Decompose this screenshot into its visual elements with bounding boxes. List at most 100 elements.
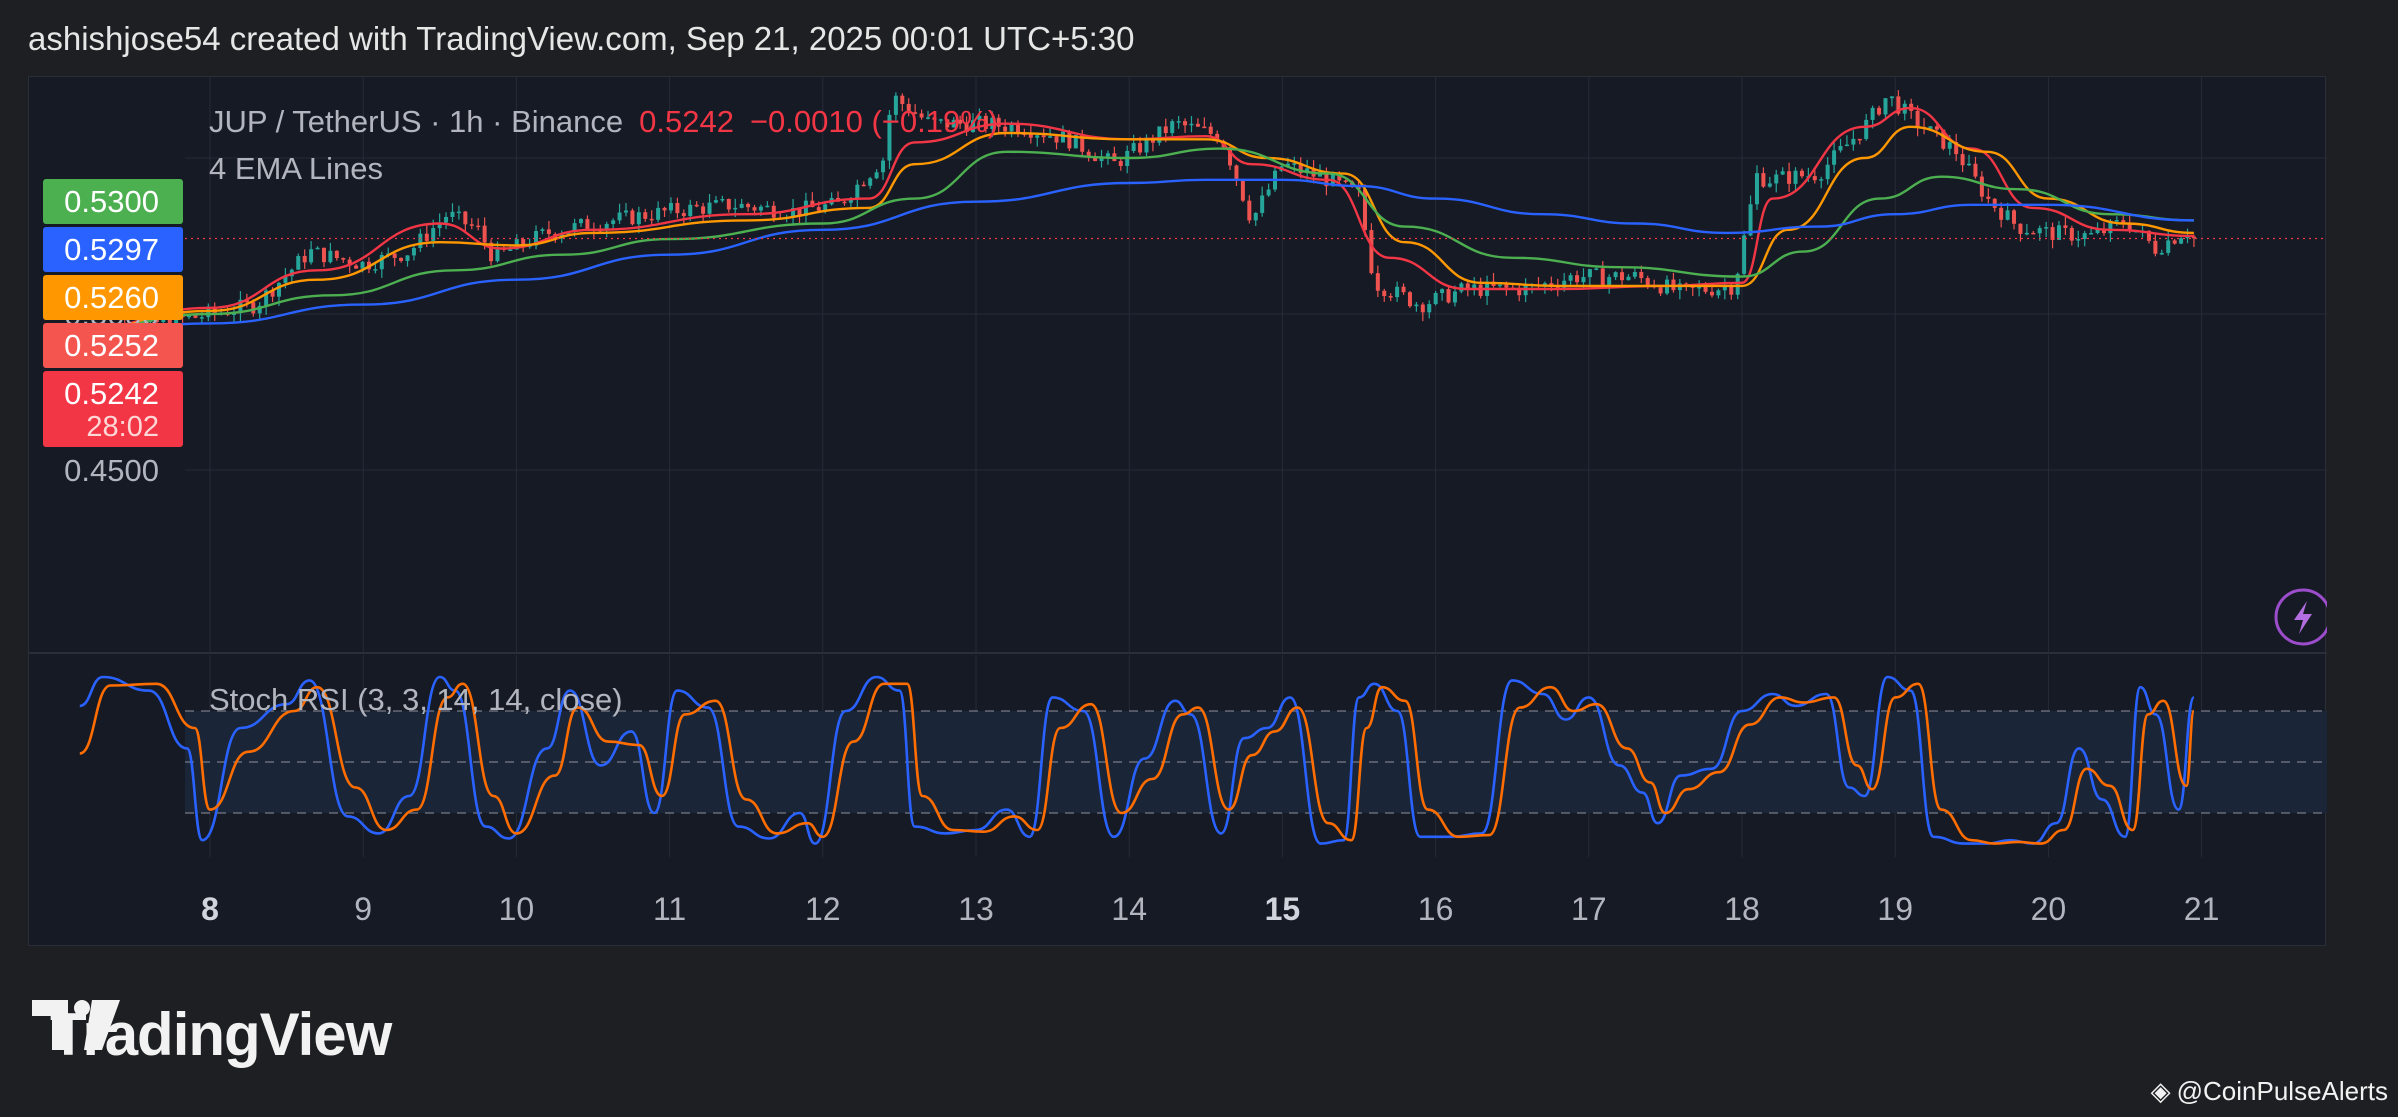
- candle-body: [1253, 212, 1258, 221]
- candle-body: [1883, 98, 1888, 115]
- candle-body: [1170, 121, 1175, 134]
- candle-body: [1292, 163, 1297, 165]
- candle-body: [1195, 123, 1200, 127]
- candle-body: [1138, 143, 1143, 153]
- price-tag-bg: [43, 275, 183, 320]
- candle-body: [1632, 272, 1637, 277]
- candle-body: [823, 204, 828, 211]
- candle-body: [893, 95, 898, 115]
- candle-body: [1318, 173, 1323, 177]
- candle-body: [193, 315, 198, 318]
- candle-body: [816, 207, 821, 211]
- candle-body: [2082, 233, 2087, 239]
- candle-body: [2063, 225, 2068, 228]
- candle-body: [874, 172, 879, 179]
- candle-body: [1382, 290, 1387, 297]
- candle-body: [296, 255, 301, 270]
- candle-body: [681, 213, 686, 217]
- candle-body: [701, 206, 706, 214]
- candle-body: [1086, 151, 1091, 158]
- candle-body: [919, 113, 924, 118]
- candle-body: [1729, 286, 1734, 295]
- price-tag: 0.5260: [43, 275, 183, 320]
- candle-body: [746, 203, 751, 208]
- candle-body: [534, 231, 539, 246]
- candle-body: [848, 199, 853, 203]
- candle-body: [1388, 296, 1393, 298]
- price-tag-bg: [43, 323, 183, 368]
- candle-body: [964, 123, 969, 132]
- candle-body: [463, 211, 468, 225]
- candle-body: [707, 202, 712, 214]
- candle-body: [347, 259, 352, 266]
- candle-body: [2056, 225, 2061, 240]
- candle-body: [977, 115, 982, 121]
- candle-body: [810, 200, 815, 208]
- price-tag-bg: [43, 179, 183, 224]
- candle-body: [2089, 233, 2094, 235]
- candle-body: [1407, 292, 1412, 307]
- candle-body: [1420, 304, 1425, 313]
- candle-body: [1960, 154, 1965, 166]
- candle-body: [1375, 273, 1380, 291]
- candle-body: [1581, 277, 1586, 283]
- time-axis-tick: 17: [1571, 891, 1607, 927]
- candle-body: [1812, 176, 1817, 181]
- time-axis-tick: 10: [499, 891, 535, 927]
- chart-frame[interactable]: 0.60000.50000.45000.53000.52970.52600.52…: [28, 76, 2327, 946]
- candle-body: [996, 117, 1001, 127]
- candle-body: [456, 211, 461, 214]
- candle-body: [1395, 286, 1400, 298]
- candle-body: [1742, 235, 1747, 274]
- lightning-button-ring: [2274, 588, 2327, 646]
- time-axis-tick: 11: [653, 891, 686, 927]
- candle-body: [1266, 189, 1271, 196]
- ema-line-3: [79, 147, 2194, 331]
- candle-body: [1234, 165, 1239, 180]
- price-tag-value: 0.5260: [64, 280, 159, 315]
- candle-body: [1093, 157, 1098, 162]
- candle-body: [938, 119, 943, 121]
- candle-body: [758, 206, 763, 211]
- candle-body: [1735, 273, 1740, 295]
- ema-line-1: [79, 106, 2194, 331]
- price-tag-countdown: 28:02: [86, 411, 159, 443]
- candle-body: [1401, 286, 1406, 293]
- candle-body: [1767, 183, 1772, 187]
- candle-body: [418, 233, 423, 248]
- candle-body: [1009, 124, 1014, 132]
- candle-body: [1877, 107, 1882, 115]
- candle-body: [2095, 229, 2100, 234]
- candle-body: [694, 204, 699, 207]
- candle-body: [2121, 220, 2126, 224]
- candle-body: [1754, 173, 1759, 205]
- candle-body: [2159, 252, 2164, 255]
- candle-body: [1080, 135, 1085, 152]
- candle-body: [2050, 227, 2055, 240]
- price-change: −0.0010 (−0.19%): [750, 104, 998, 139]
- candle-body: [1645, 278, 1650, 286]
- time-axis-tick: 15: [1265, 891, 1301, 927]
- candle-body: [951, 119, 956, 128]
- candle-body: [2146, 230, 2151, 241]
- candle-body: [1478, 284, 1483, 296]
- candle-body: [257, 305, 262, 314]
- candle-body: [1446, 289, 1451, 303]
- candle-body: [1427, 304, 1432, 313]
- candle-body: [1928, 126, 1933, 129]
- candle-body: [1889, 96, 1894, 99]
- candle-body: [842, 201, 847, 204]
- candle-body: [199, 317, 204, 319]
- candle-body: [2101, 229, 2106, 234]
- candle-body: [713, 200, 718, 203]
- candle-body: [405, 255, 410, 261]
- candle-body: [1452, 291, 1457, 303]
- lightning-button[interactable]: [2274, 588, 2327, 646]
- candle-body: [1697, 286, 1702, 289]
- candle-body: [2024, 232, 2029, 235]
- candle-body: [379, 254, 384, 270]
- candle-body: [881, 160, 886, 173]
- indicator-label: 4 EMA Lines: [209, 151, 383, 186]
- candle-body: [437, 222, 442, 229]
- candle-body: [1144, 137, 1149, 153]
